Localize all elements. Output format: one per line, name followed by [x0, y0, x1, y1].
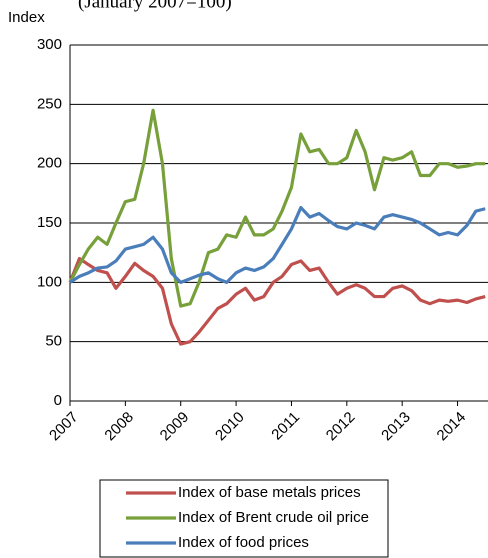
x-tick-label: 2012	[323, 409, 359, 445]
legend-label: Index of base metals prices	[178, 484, 361, 501]
x-tick-label: 2009	[157, 409, 193, 445]
chart-subtitle: (January 2007=100)	[78, 0, 232, 12]
series-line	[68, 108, 486, 308]
x-tick-label: 2013	[378, 409, 414, 445]
y-tick-label: 100	[37, 273, 62, 290]
y-tick-label: 300	[37, 36, 62, 53]
x-tick-label: 2010	[212, 409, 248, 445]
series-line	[69, 205, 486, 284]
y-tick-label: 150	[37, 214, 62, 231]
x-tick-label: 2011	[268, 409, 303, 444]
legend-label: Index of Brent crude oil price	[178, 509, 369, 526]
y-tick-label: 200	[37, 155, 62, 172]
y-tick-label: 0	[54, 392, 62, 409]
x-tick-label: 2008	[101, 409, 137, 445]
series-line	[68, 257, 486, 346]
legend-label: Index of food prices	[178, 534, 309, 551]
x-tick-label: 2014	[434, 409, 470, 445]
y-axis-label: Index	[8, 9, 45, 26]
x-tick-label: 2007	[46, 409, 82, 445]
y-tick-label: 50	[45, 333, 62, 350]
y-tick-label: 250	[37, 95, 62, 112]
